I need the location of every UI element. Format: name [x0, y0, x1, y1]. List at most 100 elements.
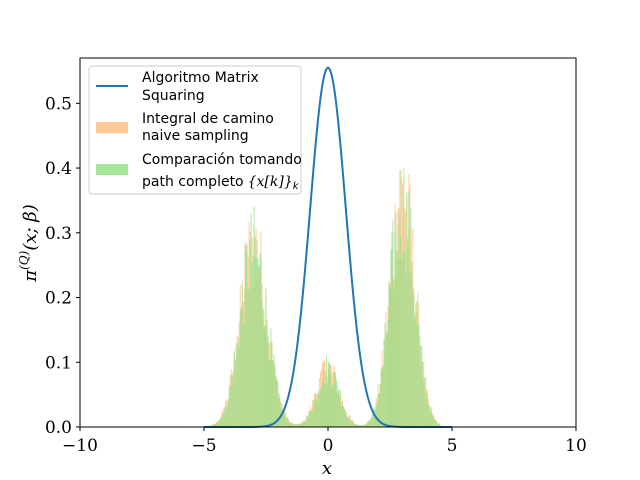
y-axis-label-pi: π [20, 269, 41, 283]
histogram-bar [342, 406, 344, 427]
y-tick-label: 0.3 [45, 224, 72, 244]
histogram-bar [385, 335, 387, 427]
x-axis-label: x [322, 458, 332, 479]
histogram-bar [336, 392, 338, 427]
histogram-bar [337, 389, 339, 427]
histogram-bar [333, 372, 335, 427]
histogram-bar [408, 191, 410, 427]
histogram-bar [277, 381, 279, 427]
histogram-bar [375, 404, 377, 427]
histogram-bar [285, 413, 287, 427]
x-tick-label: −10 [62, 436, 98, 456]
histogram-bar [346, 417, 348, 427]
legend: Algoritmo Matrix Squaring Integral de ca… [88, 65, 302, 195]
histogram-bar [335, 379, 337, 427]
histogram-bar [224, 401, 226, 427]
histogram-bar [341, 404, 343, 427]
legend-item-path-line2-text: path completo [142, 174, 244, 190]
histogram-bar [338, 397, 340, 427]
histogram-bar [360, 425, 362, 427]
histogram-bar [212, 424, 214, 427]
legend-item-path-line1: Comparación tomando [142, 152, 302, 168]
x-tick-label: −5 [191, 436, 216, 456]
histogram-bar [232, 381, 234, 427]
histogram-bar [421, 346, 423, 427]
histogram-bar [278, 393, 280, 427]
histogram-bar [245, 251, 247, 427]
histogram-bar [330, 386, 332, 427]
histogram-bar [272, 359, 274, 427]
histogram-bar [420, 345, 422, 427]
histogram-bar [257, 258, 259, 427]
histogram-bar [213, 423, 215, 427]
legend-item-path-sub: k [293, 181, 300, 192]
histogram-bar [218, 420, 220, 427]
histogram-bar [383, 340, 385, 427]
histogram-bar [409, 272, 411, 427]
histogram-bar [404, 251, 406, 427]
histogram-bar [236, 336, 238, 427]
histogram-bar [423, 381, 425, 427]
legend-item-naive-line2: naive sampling [142, 128, 249, 144]
histogram-bar [415, 311, 417, 427]
histogram-bar [265, 288, 267, 427]
histogram-bar [237, 343, 239, 427]
histogram-bar [292, 423, 294, 427]
histogram-bar [407, 249, 409, 427]
histogram-bar [309, 410, 311, 427]
histogram-bar [334, 371, 336, 427]
histogram-bar [248, 289, 250, 427]
histogram-bar [329, 372, 331, 427]
histogram-bar [310, 411, 312, 427]
histogram-bar [243, 324, 245, 427]
histogram-bar [316, 400, 318, 427]
histogram-bar [215, 423, 217, 427]
histogram-bar [406, 191, 408, 427]
series-path-completo [205, 168, 449, 427]
histogram-bar [364, 424, 366, 427]
histogram-bar [219, 418, 221, 427]
histogram-bar [361, 425, 363, 427]
histogram-bar [253, 206, 255, 427]
histogram-bar [413, 288, 415, 427]
histogram-bar [293, 424, 295, 427]
histogram-bar [227, 400, 229, 427]
histogram-bar [308, 411, 310, 427]
histogram-bar [225, 407, 227, 427]
histogram-bar [431, 413, 433, 427]
y-axis-label-args: (x; β) [20, 204, 41, 250]
histogram-bar [432, 413, 434, 427]
legend-swatch-naive [96, 122, 128, 133]
histogram-bar [328, 363, 330, 427]
histogram-bar [262, 307, 264, 427]
histogram-bar [386, 331, 388, 427]
histogram-bar [339, 390, 341, 427]
legend-item-matrix-line1: Algoritmo Matrix [142, 70, 259, 86]
histogram-bar [396, 250, 398, 427]
histogram-bar [428, 404, 430, 427]
histogram-bar [321, 388, 323, 427]
histogram-bar [344, 410, 346, 427]
histogram-bar [422, 361, 424, 427]
histogram-bar [381, 370, 383, 427]
histogram-bar [352, 421, 354, 427]
histogram-bar [288, 420, 290, 427]
histogram-bar [412, 296, 414, 427]
histogram-bar [234, 358, 236, 427]
histogram-bar [397, 224, 399, 427]
histogram-bar [392, 219, 394, 427]
histogram-bar [282, 410, 284, 427]
histogram-bar [239, 313, 241, 427]
histogram-bar [217, 421, 219, 427]
histogram-bar [426, 392, 428, 427]
histogram-bar [270, 328, 272, 427]
histogram-bar [387, 319, 389, 427]
histogram-bar [231, 373, 233, 427]
histogram-bar [263, 329, 265, 427]
histogram-bar [256, 240, 258, 427]
histogram-bar [260, 258, 262, 427]
x-tick-label: 5 [447, 436, 458, 456]
histogram-bar [326, 355, 328, 427]
histogram-bar [394, 233, 396, 427]
histogram-bar [246, 244, 248, 427]
